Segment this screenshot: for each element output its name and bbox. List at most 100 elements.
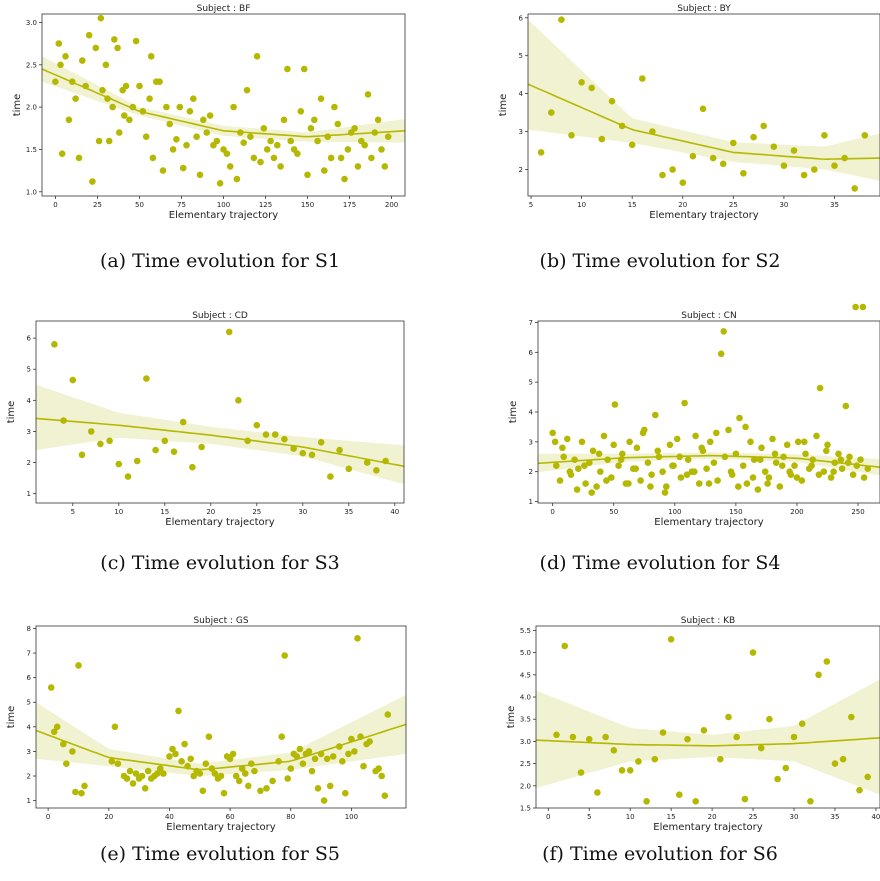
- data-point: [635, 758, 642, 765]
- data-point: [317, 439, 325, 446]
- y-tick-label: 3.0: [26, 19, 37, 27]
- data-point: [608, 97, 616, 105]
- x-tick-label: 25: [729, 201, 738, 209]
- data-point: [857, 456, 864, 463]
- x-tick-label: 200: [385, 201, 398, 209]
- data-point: [749, 649, 757, 656]
- data-point: [183, 141, 190, 149]
- y-tick-label: 1.0: [26, 188, 37, 196]
- data-point: [336, 446, 343, 454]
- data-point: [109, 103, 116, 111]
- data-point: [373, 467, 380, 474]
- data-point: [594, 789, 601, 796]
- data-point: [114, 44, 121, 52]
- data-point: [549, 429, 556, 437]
- y-tick-label: 4.5: [520, 671, 531, 679]
- y-tick-label: 4: [519, 90, 524, 98]
- y-tick-label: 7: [27, 650, 31, 658]
- data-point: [791, 462, 798, 469]
- data-point: [703, 465, 710, 472]
- data-point: [190, 772, 197, 780]
- x-tick-label: 35: [830, 201, 839, 209]
- data-point: [262, 431, 270, 438]
- x-tick-label: 5: [71, 508, 75, 516]
- y-axis-label: time: [12, 94, 23, 117]
- data-point: [257, 158, 264, 166]
- data-point: [639, 429, 647, 437]
- y-tick-label: 1.5: [520, 805, 531, 813]
- data-point: [263, 785, 270, 792]
- data-point: [99, 86, 106, 94]
- data-point: [780, 162, 788, 169]
- data-point: [149, 154, 157, 162]
- data-point: [667, 636, 675, 643]
- data-point: [571, 456, 578, 463]
- data-point: [611, 401, 619, 408]
- x-tick-label: 80: [286, 813, 295, 821]
- data-point: [595, 450, 603, 458]
- regression-line: [537, 454, 880, 468]
- data-point: [351, 748, 358, 755]
- data-point: [81, 782, 88, 790]
- data-point: [339, 758, 346, 765]
- y-tick-label: 6: [27, 335, 32, 343]
- data-point: [299, 760, 307, 767]
- data-point: [548, 109, 555, 116]
- data-point: [698, 444, 705, 452]
- data-point: [198, 443, 205, 451]
- data-point: [842, 402, 850, 410]
- data-point: [307, 125, 315, 132]
- x-tick-label: 0: [46, 813, 50, 821]
- x-tick-label: 0: [550, 508, 554, 516]
- data-point: [766, 715, 773, 723]
- data-point: [329, 753, 337, 760]
- x-tick-label: 40: [165, 813, 174, 821]
- data-point: [105, 137, 113, 145]
- data-point: [848, 713, 855, 721]
- data-point: [669, 462, 676, 469]
- y-axis-label: time: [6, 706, 17, 729]
- data-point: [537, 149, 545, 156]
- data-point: [625, 480, 632, 487]
- data-point: [779, 462, 786, 469]
- data-point: [142, 133, 150, 140]
- data-point: [798, 720, 806, 727]
- data-point: [603, 477, 610, 484]
- data-point: [691, 468, 698, 475]
- data-point: [765, 474, 773, 481]
- data-point: [811, 166, 818, 173]
- data-point: [308, 451, 316, 459]
- x-tick-label: 10: [114, 508, 123, 516]
- data-point: [659, 729, 667, 736]
- x-axis-label: Elementary trajectory: [654, 517, 763, 528]
- data-point: [277, 163, 284, 170]
- data-point: [144, 767, 152, 775]
- data-point: [321, 167, 328, 174]
- data-point: [342, 789, 349, 797]
- y-tick-label: 3: [519, 128, 523, 136]
- data-point: [692, 432, 699, 440]
- y-axis-label: time: [508, 401, 519, 424]
- data-point: [116, 129, 123, 136]
- x-tick-label: 25: [93, 201, 102, 209]
- data-point: [639, 75, 646, 82]
- data-point: [619, 450, 626, 458]
- data-point: [200, 116, 207, 124]
- data-point: [132, 770, 140, 777]
- caption-a: (a) Time evolution for S1: [99, 250, 341, 272]
- data-point: [169, 745, 176, 753]
- data-point: [89, 178, 96, 185]
- data-point: [337, 154, 345, 162]
- data-point: [837, 456, 845, 463]
- data-point: [172, 750, 179, 758]
- x-tick-label: 25: [749, 813, 758, 821]
- x-tick-label: 125: [259, 201, 272, 209]
- y-tick-label: 7: [529, 319, 533, 327]
- x-tick-label: 0: [53, 201, 57, 209]
- x-tick-label: 30: [790, 813, 799, 821]
- x-tick-label: 75: [177, 201, 186, 209]
- scatter-chart-s5: Subject : GS 0 20 40 60 80 100 1 2 3 4 5 6 7 8 Elementa…: [6, 616, 407, 833]
- data-point: [166, 120, 173, 128]
- data-point: [593, 483, 600, 490]
- data-point: [160, 770, 167, 777]
